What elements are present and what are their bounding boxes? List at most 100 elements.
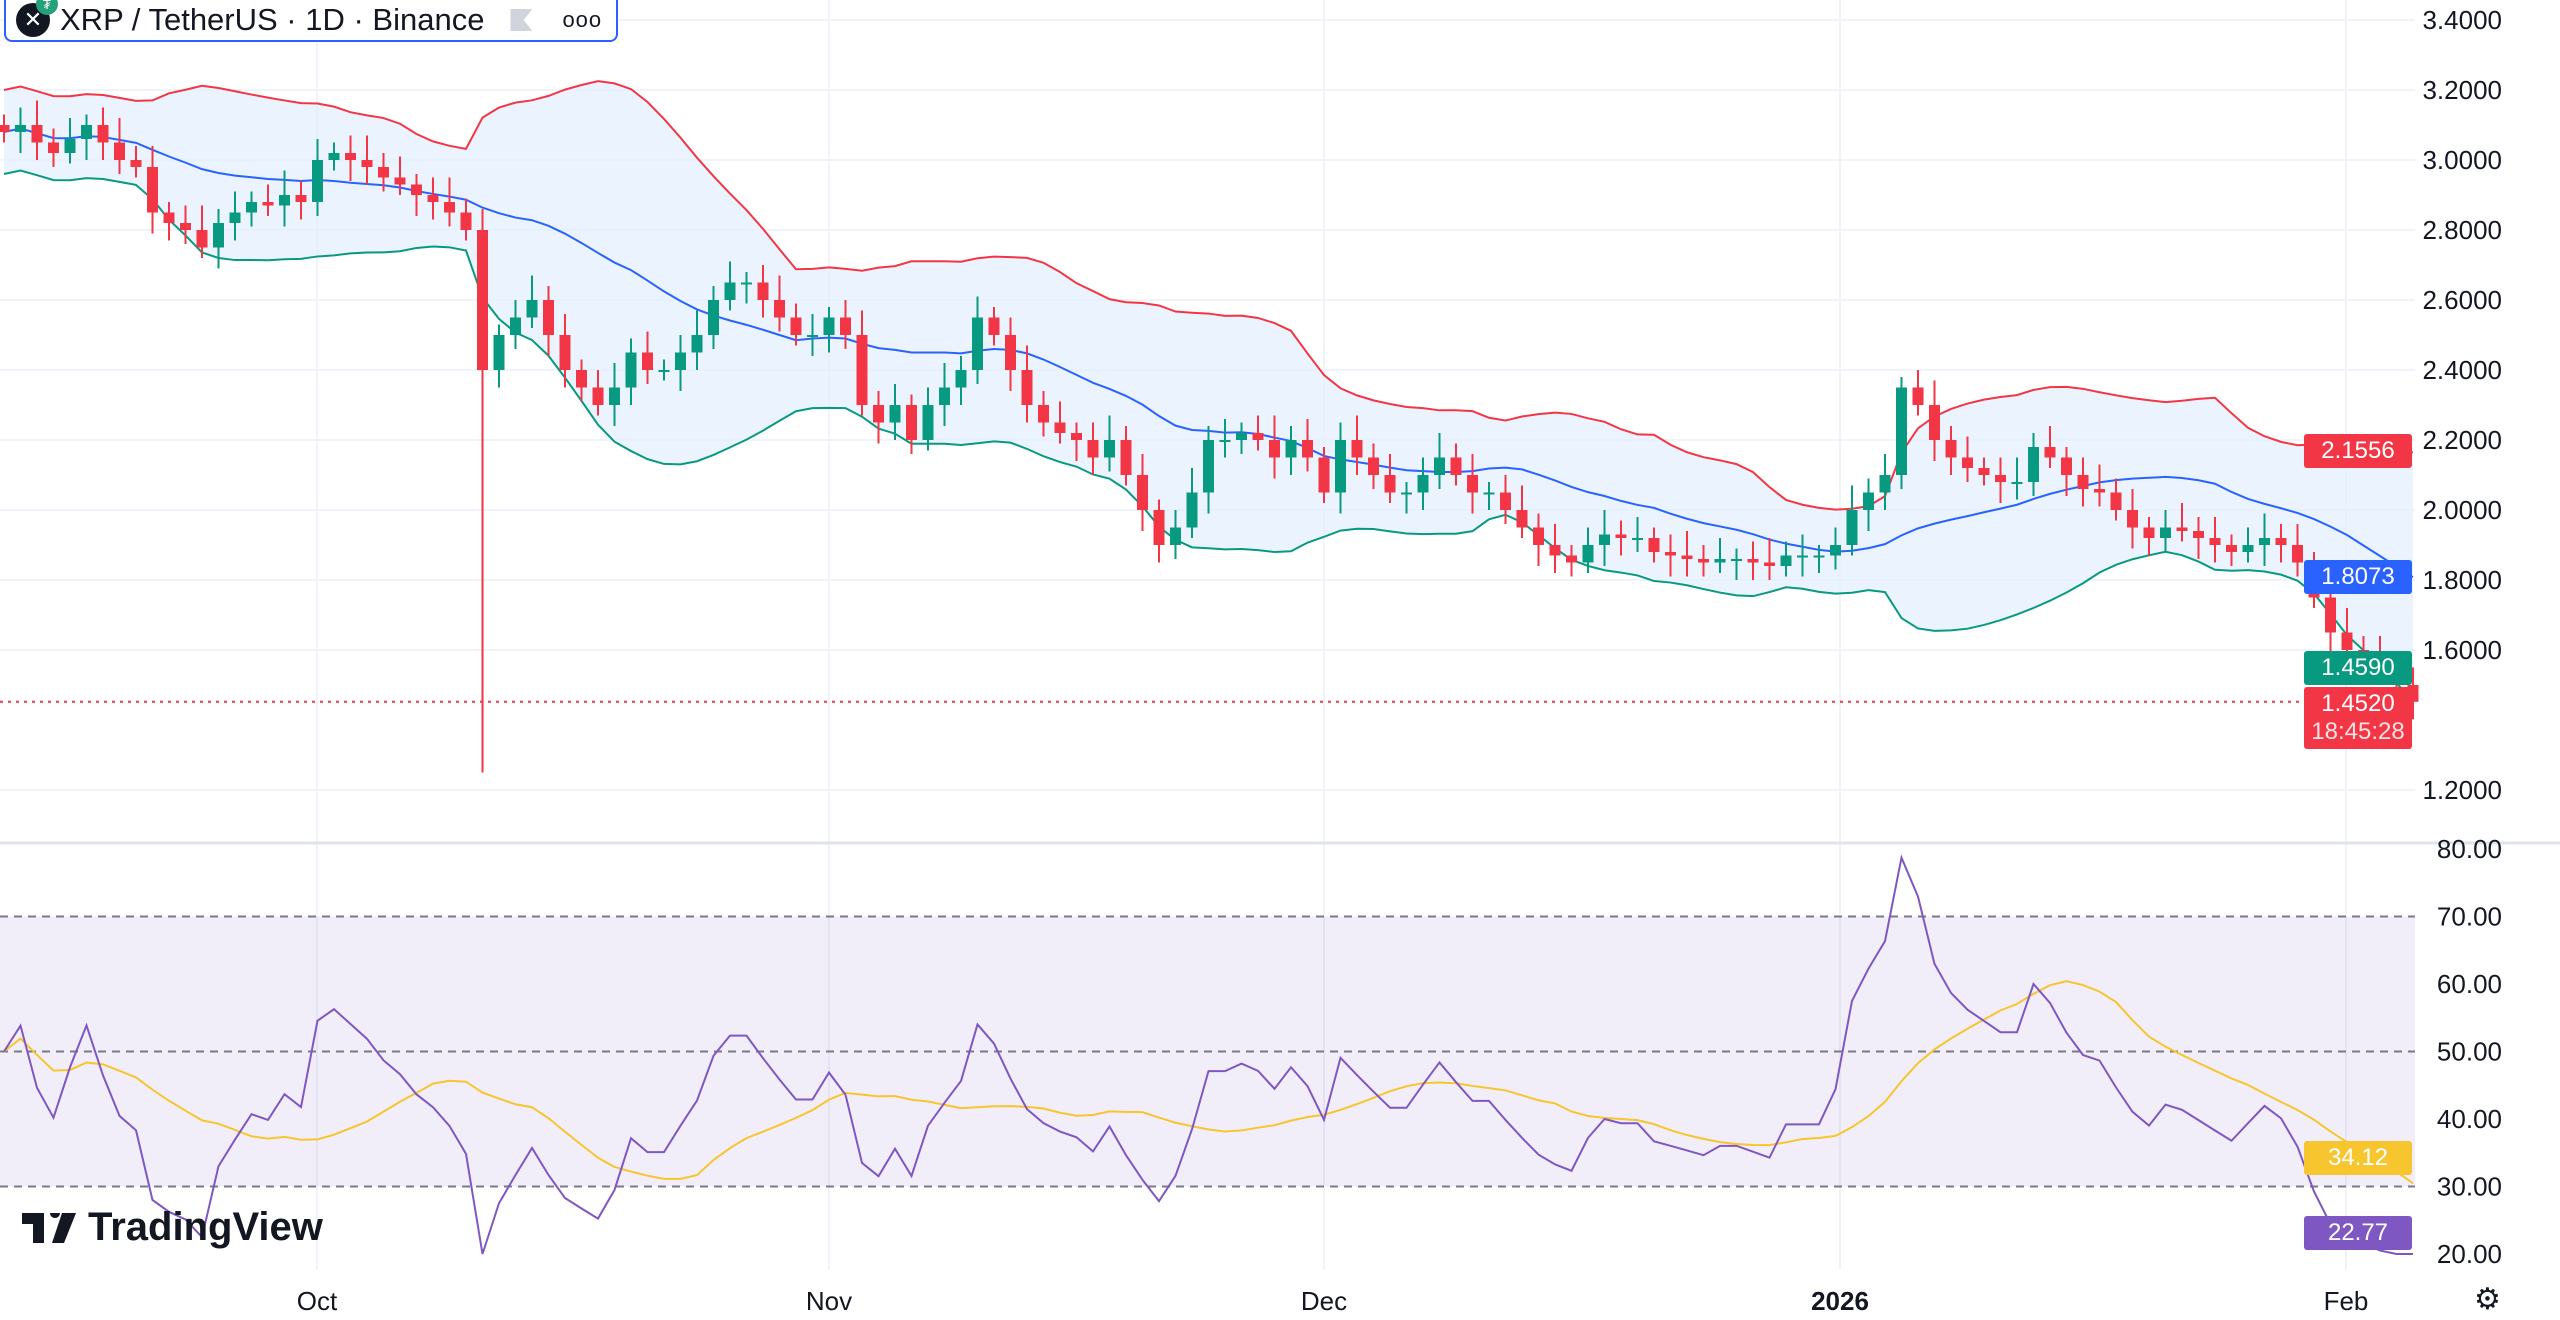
symbol-legend[interactable]: ✕ ₮ XRP / TetherUS · 1D · Binance ooo	[4, 0, 619, 42]
candle	[1434, 457, 1445, 475]
candle	[114, 142, 125, 160]
candle	[1714, 559, 1726, 563]
candle	[1945, 440, 1957, 458]
candle	[724, 282, 736, 300]
candle	[2226, 545, 2237, 552]
candle	[1731, 559, 1742, 561]
candle	[1318, 457, 1330, 493]
candle	[1351, 440, 1363, 458]
candle	[0, 125, 10, 132]
candle	[1665, 552, 1676, 556]
candle	[477, 230, 488, 370]
candle	[642, 352, 653, 370]
candle	[411, 184, 422, 195]
candle	[2094, 489, 2105, 493]
candle	[1896, 387, 1907, 475]
candles	[0, 100, 2419, 773]
candle	[1516, 510, 1528, 528]
candle	[1879, 475, 1891, 493]
candle	[1170, 527, 1181, 545]
candle	[922, 405, 934, 440]
rsi-line	[3, 854, 2413, 1255]
rsi-ma-line	[3, 980, 2414, 1185]
candle	[2044, 447, 2056, 458]
price-tick: 3.4000	[2422, 5, 2502, 35]
candle	[262, 202, 274, 206]
candle	[1747, 559, 1759, 563]
tether-icon: ₮	[36, 0, 58, 15]
candle	[1137, 475, 1148, 510]
candle	[2011, 482, 2023, 484]
candle	[955, 370, 967, 388]
bb-lower-line	[3, 169, 2414, 703]
time-label: Feb	[2324, 1286, 2369, 1316]
candle	[2259, 538, 2270, 545]
candle	[1500, 492, 1511, 510]
rsi-tick: 40.00	[2437, 1104, 2502, 1134]
candle	[1566, 555, 1577, 563]
rsi-tick: 50.00	[2437, 1037, 2502, 1067]
candle	[1335, 440, 1346, 493]
candle	[2143, 527, 2155, 538]
price-tick: 2.0000	[2422, 495, 2502, 525]
xrp-icon: ✕ ₮	[16, 0, 58, 37]
candle	[658, 370, 670, 372]
candle	[279, 195, 290, 206]
candle	[625, 352, 637, 388]
candle	[1582, 545, 1594, 563]
candle	[427, 195, 439, 202]
logo-text: TradingView	[88, 1205, 323, 1249]
candle	[1153, 510, 1165, 545]
candle	[939, 387, 950, 405]
flag-icon[interactable]	[510, 9, 533, 31]
candle	[543, 300, 554, 335]
candle	[2028, 447, 2039, 482]
settings-icon[interactable]: ⚙	[2474, 1283, 2501, 1316]
candle	[1120, 440, 1132, 475]
candle	[2341, 632, 2353, 650]
candle	[229, 212, 241, 223]
candle	[1021, 370, 1033, 405]
candle	[2407, 685, 2419, 702]
candle	[1549, 545, 1561, 556]
price-tick: 1.6000	[2422, 635, 2502, 665]
candle	[147, 167, 158, 213]
candle	[1698, 559, 1709, 563]
candle	[1962, 457, 1973, 468]
candle	[576, 370, 587, 388]
candle	[31, 125, 43, 143]
candle	[609, 387, 620, 405]
candle	[1450, 457, 1462, 475]
candle	[345, 153, 356, 160]
candle	[790, 317, 802, 335]
candle	[1384, 475, 1396, 493]
candle	[972, 317, 983, 370]
candle	[328, 153, 340, 160]
rsi-tick: 20.00	[2437, 1239, 2502, 1269]
candle	[196, 230, 208, 248]
candle	[2209, 538, 2221, 545]
candle	[1632, 538, 1643, 540]
candle	[1764, 562, 1775, 566]
price-tick: 2.6000	[2422, 285, 2502, 315]
bollinger-bands	[3, 80, 2414, 703]
candle	[1219, 440, 1231, 442]
candle	[1978, 468, 1990, 475]
last-price: 1.4520	[2321, 690, 2395, 717]
tradingview-logo[interactable]: TradingView	[22, 1205, 323, 1250]
time-label: 2026	[1811, 1286, 1869, 1316]
rsi-tag: 22.77	[2304, 1216, 2412, 1250]
rsi-tick: 70.00	[2437, 902, 2502, 932]
candle	[675, 352, 686, 370]
candle	[1929, 405, 1940, 440]
candle	[1302, 440, 1313, 458]
price-tick: 2.2000	[2422, 425, 2502, 455]
last-price-tag: 1.4520 18:45:28	[2304, 687, 2412, 749]
candle	[2077, 475, 2089, 489]
price-tick: 1.2000	[2422, 775, 2502, 805]
candle	[1269, 440, 1280, 458]
more-dots-icon[interactable]: ooo	[562, 7, 603, 32]
symbol-title: XRP / TetherUS · 1D · Binance	[60, 2, 485, 37]
candle	[1054, 422, 1066, 433]
